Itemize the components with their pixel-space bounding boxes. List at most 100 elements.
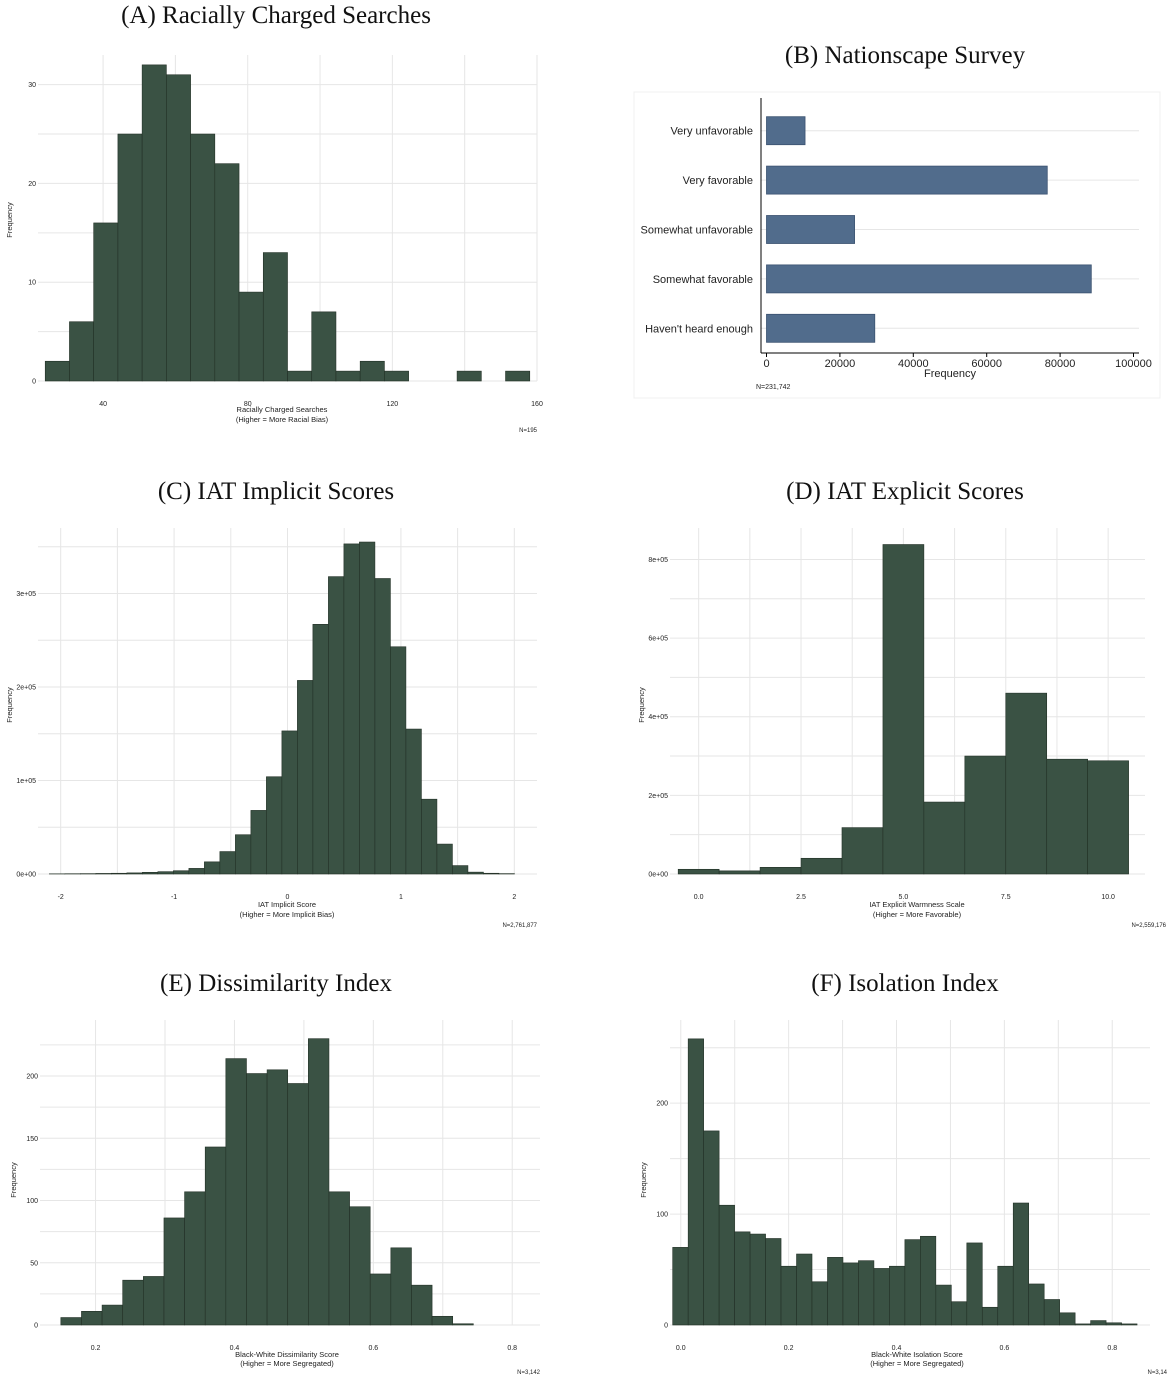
y-tick-label: 4e+05 bbox=[648, 714, 668, 721]
histogram-bar bbox=[687, 1038, 704, 1326]
y-tick-label: 0 bbox=[34, 1323, 38, 1330]
histogram-bar bbox=[411, 1284, 433, 1326]
histogram-bar bbox=[312, 624, 329, 875]
histogram-bar bbox=[184, 1191, 206, 1326]
histogram-bar bbox=[287, 1083, 309, 1326]
y-tick-label: 50 bbox=[30, 1260, 38, 1267]
y-tick-label: 100 bbox=[26, 1198, 38, 1205]
panel-a: (A) Racially Charged Searches 40 80 120 160… bbox=[0, 0, 560, 450]
histogram-bar bbox=[1005, 692, 1048, 875]
histogram-bar bbox=[920, 1235, 937, 1326]
histogram-bar bbox=[374, 578, 391, 875]
histogram-bar bbox=[997, 1265, 1014, 1326]
histogram-bar bbox=[69, 321, 94, 382]
x-tick-label: 0.2 bbox=[784, 1345, 794, 1352]
histogram-bar bbox=[359, 360, 385, 382]
x-tick-label: 40 bbox=[99, 401, 107, 408]
y-axis-label: Frequency bbox=[639, 1162, 648, 1198]
histogram-bar bbox=[262, 252, 288, 382]
category-label: Haven't heard enough bbox=[645, 323, 753, 335]
x-tick-label: 0.0 bbox=[694, 894, 704, 901]
histogram-bar bbox=[1028, 1283, 1045, 1326]
x-tick-label: 2 bbox=[512, 894, 516, 901]
histogram-bar bbox=[703, 1130, 720, 1326]
histogram-bar bbox=[111, 872, 128, 875]
histogram-bar bbox=[951, 1301, 968, 1326]
histogram-bar bbox=[452, 1323, 474, 1326]
panel-e: (E) Dissimilarity Index 0.2 0.4 0.6 0.8 0 50 1… bbox=[0, 960, 560, 1376]
histogram-bar bbox=[1087, 760, 1129, 875]
histogram-bar bbox=[343, 543, 360, 875]
x-tick-label: -1 bbox=[171, 894, 177, 901]
x-tick-label: 160 bbox=[531, 401, 543, 408]
x-tick-label: 0.0 bbox=[676, 1345, 686, 1352]
chart-title: (C) IAT Implicit Scores bbox=[157, 478, 395, 505]
histogram-bar bbox=[873, 1268, 890, 1326]
sample-size-note: N=2,559,176 bbox=[1131, 923, 1166, 929]
histogram-bar bbox=[266, 776, 283, 875]
chart-title: (F) Isolation Index bbox=[811, 970, 999, 997]
x-tick-label: 0.2 bbox=[91, 1345, 101, 1352]
histogram-bar bbox=[81, 1311, 103, 1326]
histogram-bar bbox=[369, 1273, 392, 1326]
bar bbox=[766, 165, 1048, 195]
histogram-bar bbox=[157, 871, 174, 875]
histogram-bar bbox=[759, 867, 802, 875]
histogram-bar bbox=[1074, 1323, 1091, 1326]
histogram-bar bbox=[1012, 1202, 1030, 1326]
y-axis-label: Frequency bbox=[5, 687, 14, 723]
x-axis-label: Frequency bbox=[924, 368, 976, 380]
y-tick-label: 200 bbox=[26, 1074, 38, 1081]
panel-c: (C) IAT Implicit Scores -2 -1 0 1 2 0e+00 1e+0… bbox=[0, 470, 560, 930]
histogram-bar bbox=[734, 1231, 751, 1326]
x-tick-label: 5.0 bbox=[899, 894, 909, 901]
sample-size-note: N=231,742 bbox=[756, 384, 791, 391]
histogram-bar bbox=[904, 1239, 921, 1326]
category-label: Very favorable bbox=[683, 175, 753, 187]
y-tick-label: 100 bbox=[656, 1212, 668, 1219]
histogram-bar bbox=[677, 868, 720, 875]
x-axis-sublabel: (Higher = More Implicit Bias) bbox=[240, 910, 335, 919]
histogram-bar bbox=[95, 873, 112, 875]
chart-title: (A) Racially Charged Searches bbox=[121, 2, 431, 29]
histogram-bar bbox=[204, 861, 221, 875]
bar bbox=[766, 264, 1092, 294]
sample-size-note: N=2,761,877 bbox=[502, 923, 537, 929]
histogram-bar bbox=[780, 1265, 797, 1326]
histogram-bar bbox=[225, 1058, 247, 1326]
x-tick-label: -2 bbox=[58, 894, 64, 901]
x-axis-label: IAT Explicit Warmness Scale bbox=[869, 900, 964, 909]
category-label: Somewhat unfavorable bbox=[640, 225, 753, 237]
histogram-chart: 40 80 120 160 0 10 20 30 Racially Charged Search… bbox=[5, 55, 543, 434]
histogram-bar bbox=[1046, 758, 1088, 875]
x-tick-label: 0.4 bbox=[892, 1345, 902, 1352]
x-tick-label: 40000 bbox=[898, 358, 929, 370]
histogram-bar bbox=[297, 680, 314, 875]
histogram-bar bbox=[173, 870, 190, 875]
bar bbox=[766, 215, 855, 244]
histogram-bar bbox=[246, 1073, 268, 1326]
histogram-bar bbox=[796, 1253, 813, 1326]
histogram-bar bbox=[765, 1238, 782, 1326]
histogram-bar bbox=[328, 1191, 350, 1326]
y-axis-label: Frequency bbox=[5, 202, 14, 238]
histogram-bar bbox=[287, 370, 313, 382]
x-tick-label: 2.5 bbox=[796, 894, 806, 901]
x-tick-label: 0.6 bbox=[368, 1345, 378, 1352]
histogram-bar bbox=[842, 1262, 859, 1326]
histogram-bar bbox=[1043, 1299, 1060, 1326]
x-axis-sublabel: (Higher = More Segregated) bbox=[240, 1359, 334, 1368]
histogram-bar bbox=[117, 133, 143, 382]
histogram-bar bbox=[143, 1276, 165, 1326]
panel-b: (B) Nationscape Survey Very unfavorable V… bbox=[560, 0, 1167, 450]
histogram-bar bbox=[384, 370, 409, 382]
histogram-bar bbox=[390, 1247, 412, 1326]
histogram-bar bbox=[889, 1265, 906, 1326]
y-tick-label: 0e+00 bbox=[648, 872, 668, 879]
y-tick-label: 150 bbox=[26, 1136, 38, 1143]
histogram-bar bbox=[219, 851, 236, 875]
x-tick-label: 0 bbox=[286, 894, 290, 901]
y-axis-label: Frequency bbox=[9, 1162, 18, 1198]
sample-size-note: N=3,14 bbox=[1147, 1370, 1167, 1376]
x-tick-label: 60000 bbox=[971, 358, 1002, 370]
